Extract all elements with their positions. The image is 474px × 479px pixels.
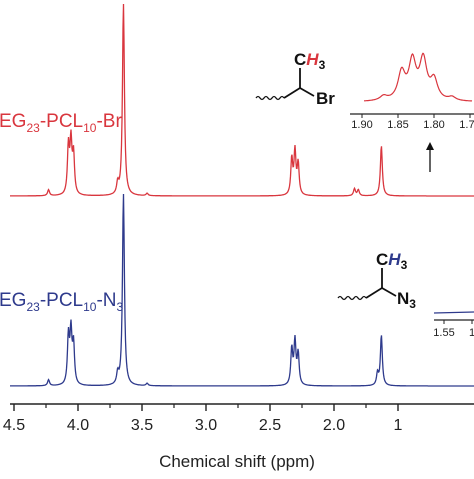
methyl-h-label: H — [388, 250, 401, 269]
carbon-label: C — [294, 50, 306, 69]
series-line-br — [10, 3, 474, 197]
x-tick-label: 2.0 — [323, 417, 345, 434]
inset-n3-tick-label: 1.55 — [433, 327, 454, 339]
structure-br: CH3 Br — [255, 50, 335, 108]
bromo-label: Br — [316, 89, 335, 108]
bond-line — [299, 87, 315, 97]
svg-text:CH3: CH3 — [376, 250, 408, 272]
bond-line — [365, 287, 383, 299]
x-tick-label: 3.0 — [195, 417, 217, 434]
azide-subscript: 3 — [409, 297, 416, 311]
methyl-h-label: H — [306, 50, 319, 69]
series-line-n3 — [10, 193, 474, 387]
carbon-label: C — [376, 250, 388, 269]
inset-n3: 1.55 1 — [433, 311, 474, 339]
inset-n3-line — [433, 311, 474, 314]
wavy-bond-icon — [255, 95, 285, 101]
azide-label: N — [397, 289, 409, 308]
inset-br-tick-label: 1.90 — [351, 119, 372, 131]
x-tick-label: 3.5 — [131, 417, 153, 434]
svg-text:N3: N3 — [397, 289, 416, 311]
arrow-head — [426, 142, 434, 150]
inset-br-tick-label: 1.75 — [459, 119, 474, 131]
methyl-subscript: 3 — [319, 58, 326, 72]
bond-line — [283, 87, 301, 99]
structure-n3: CH3 N3 — [337, 250, 416, 311]
bond-line — [381, 287, 397, 297]
x-tick-label: 1 — [394, 417, 403, 434]
svg-text:CH3: CH3 — [294, 50, 326, 72]
inset-br-line — [364, 52, 473, 102]
wavy-bond-icon — [337, 295, 367, 301]
legend-label-n3: EG23-PCL10-N3 — [0, 290, 124, 314]
x-axis-title: Chemical shift (ppm) — [159, 452, 315, 471]
legend-label-br: EG23-PCL10-Br — [0, 111, 122, 135]
inset-br: 1.90 1.85 1.80 1.75 — [350, 52, 474, 131]
x-tick-label: 2.5 — [259, 417, 281, 434]
methyl-subscript: 3 — [401, 258, 408, 272]
x-tick-label: 4.5 — [3, 417, 25, 434]
inset-br-tick-label: 1.85 — [387, 119, 408, 131]
inset-n3-tick-label: 1 — [469, 327, 474, 339]
inset-br-tick-label: 1.80 — [423, 119, 444, 131]
x-axis: 4.5 4.0 3.5 3.0 2.5 2.0 1 — [3, 403, 474, 434]
x-tick-label: 4.0 — [67, 417, 89, 434]
